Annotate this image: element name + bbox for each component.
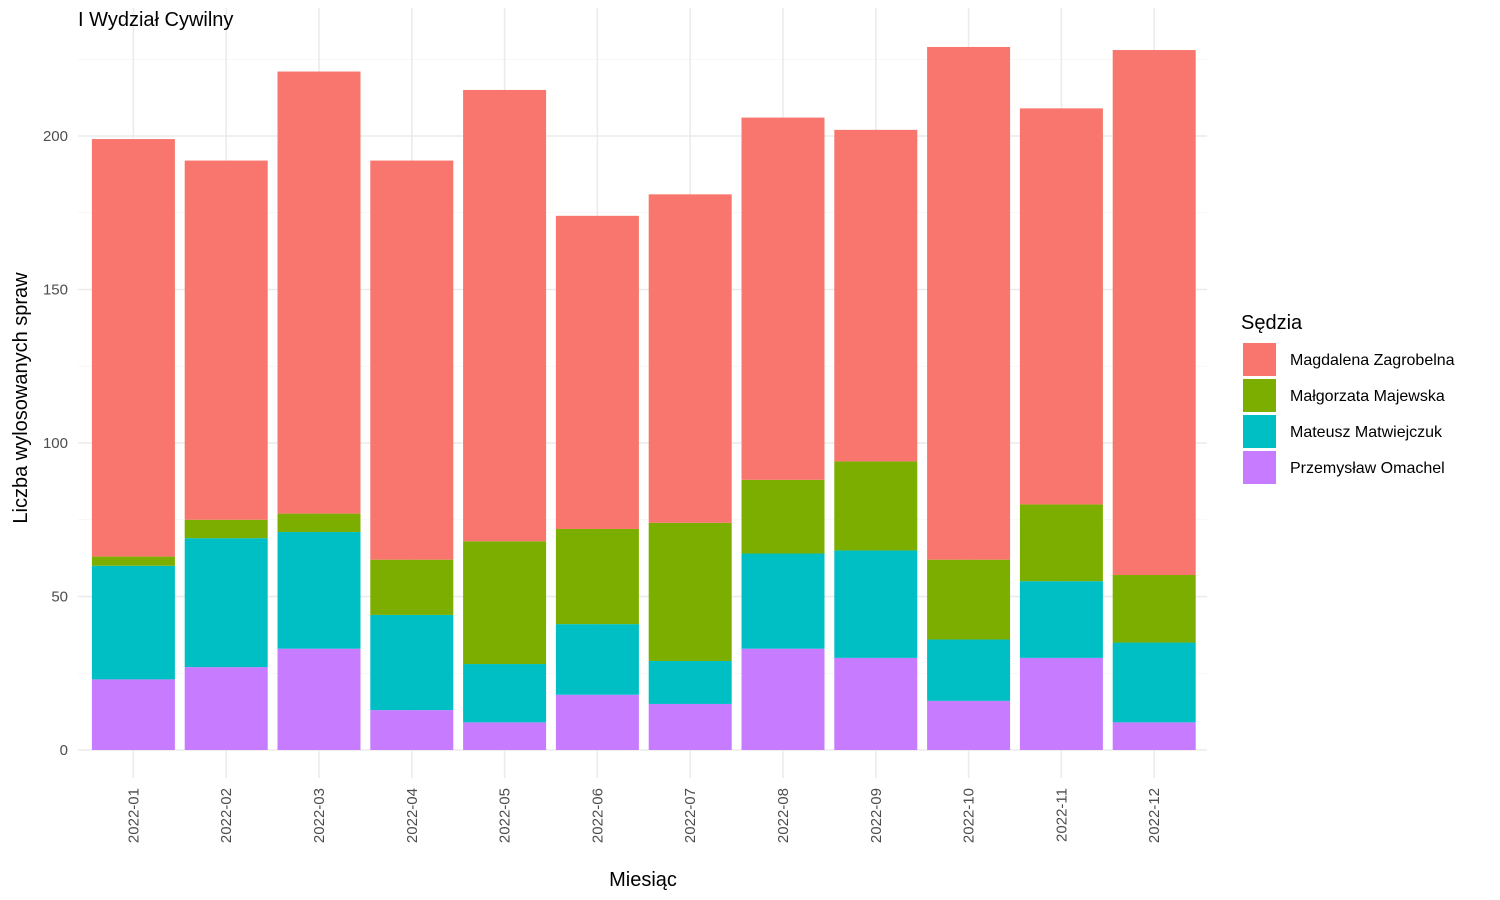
bar-segment — [648, 703, 732, 750]
x-tick-label: 2022-08 — [775, 788, 792, 843]
bar-segment — [927, 639, 1011, 701]
x-tick-label: 2022-01 — [125, 788, 142, 843]
bar-segment — [370, 614, 454, 711]
bar-segment — [741, 553, 825, 649]
x-axis-title: Miesiąc — [609, 869, 677, 891]
bar-segment — [370, 710, 454, 750]
bar-segment — [277, 513, 361, 533]
bar-segment — [1112, 50, 1196, 576]
legend-key — [1243, 415, 1276, 448]
bar-segment — [741, 117, 825, 480]
bar-segment — [277, 532, 361, 649]
bar-segment — [1019, 657, 1103, 750]
bar-segment — [277, 648, 361, 750]
bar-segment — [741, 479, 825, 554]
bar-segment — [1112, 575, 1196, 643]
legend-title: Sędzia — [1241, 312, 1303, 334]
bar-segment — [927, 559, 1011, 640]
bar-segment — [1019, 108, 1103, 505]
legend-label: Przemysław Omachel — [1290, 460, 1445, 477]
bar-segment — [834, 550, 918, 658]
bar-segment — [1019, 581, 1103, 658]
y-tick-label: 50 — [51, 589, 68, 606]
bar-segment — [555, 528, 639, 625]
bar-segment — [91, 565, 175, 680]
legend-label: Mateusz Matwiejczuk — [1290, 424, 1443, 441]
x-tick-label: 2022-06 — [589, 788, 606, 843]
x-tick-label: 2022-09 — [868, 788, 885, 843]
bar-segment — [555, 624, 639, 695]
bar-segment — [370, 160, 454, 560]
legend-label: Małgorzata Majewska — [1290, 388, 1445, 405]
x-tick-label: 2022-02 — [218, 788, 235, 843]
bar-segment — [370, 559, 454, 615]
bars — [91, 46, 1196, 750]
bar-segment — [834, 461, 918, 551]
y-tick-label: 200 — [43, 128, 68, 145]
legend-label: Magdalena Zagrobelna — [1290, 352, 1455, 369]
bar-segment — [463, 89, 547, 542]
legend-key — [1243, 451, 1276, 484]
legend-key — [1243, 343, 1276, 376]
bar-segment — [184, 667, 268, 750]
x-axis-ticks: 2022-01 2022-02 2022-03 2022-04 2022-05 2022-… — [125, 788, 1163, 843]
legend-key — [1243, 379, 1276, 412]
y-tick-label: 0 — [60, 742, 68, 759]
chart-title: I Wydział Cywilny — [78, 9, 233, 31]
bar-segment — [463, 664, 547, 723]
bar-segment — [648, 194, 732, 523]
bar-segment — [463, 541, 547, 665]
bar-segment — [91, 139, 175, 557]
x-tick-label: 2022-12 — [1146, 788, 1163, 843]
x-tick-label: 2022-03 — [311, 788, 328, 843]
bar-segment — [648, 660, 732, 704]
y-axis-title: Liczba wylosowanych spraw — [10, 272, 32, 524]
bar-segment — [834, 657, 918, 750]
bar-segment — [1019, 504, 1103, 582]
bar-segment — [91, 679, 175, 750]
bar-segment — [91, 556, 175, 566]
x-tick-label: 2022-10 — [961, 788, 978, 843]
x-tick-label: 2022-07 — [682, 788, 699, 843]
bar-segment — [834, 129, 918, 462]
bar-segment — [277, 71, 361, 514]
x-tick-label: 2022-11 — [1053, 788, 1070, 842]
bar-segment — [463, 722, 547, 750]
bar-segment — [184, 160, 268, 520]
bar-segment — [184, 519, 268, 539]
x-tick-label: 2022-05 — [497, 788, 514, 843]
bar-segment — [648, 522, 732, 661]
bar-segment — [1112, 642, 1196, 723]
y-axis-ticks: 0 50 100 150 200 — [43, 128, 68, 759]
y-tick-label: 100 — [43, 435, 68, 452]
y-tick-label: 150 — [43, 282, 68, 299]
x-tick-label: 2022-04 — [404, 788, 421, 843]
bar-segment — [741, 648, 825, 750]
bar-segment — [184, 538, 268, 668]
bar-segment — [927, 46, 1011, 560]
bar-segment — [1112, 722, 1196, 750]
bar-segment — [555, 215, 639, 529]
bar-segment — [927, 700, 1011, 750]
legend: Sędzia Magdalena Zagrobelna Małgorzata Ma… — [1241, 312, 1455, 484]
bar-segment — [555, 694, 639, 750]
